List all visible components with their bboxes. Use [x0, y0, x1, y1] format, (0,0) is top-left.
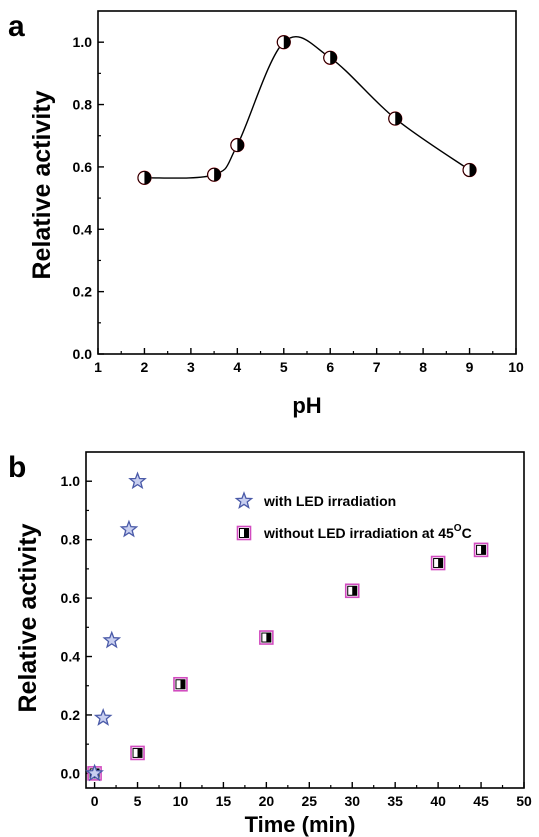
panel-b-star-point — [85, 763, 104, 782]
panel-b-square-point — [173, 676, 188, 692]
panel-b-x-tick-label: 0 — [91, 793, 99, 809]
panel-b-y-axis: 0.0 0.2 0.4 0.6 0.8 1.0 — [61, 473, 92, 781]
panel-a-label: a — [8, 10, 25, 43]
panel-a-data-point — [206, 167, 222, 182]
panel-a-y-tick-label: 0.2 — [73, 284, 93, 300]
panel-b-star-point — [128, 471, 147, 490]
panel-b-square-point — [130, 745, 145, 761]
panel-b-square-point — [259, 630, 274, 645]
panel-b-square-point — [344, 583, 360, 599]
panel-b-x-tick-label: 30 — [344, 793, 360, 809]
panel-a-x-axis: 1 2 3 4 5 6 7 8 9 10 — [94, 348, 524, 375]
panel-b-star-point — [102, 630, 122, 649]
panel-a-data-point — [137, 170, 152, 185]
panel-b-square-point — [473, 542, 489, 558]
panel-b-x-tick-label: 25 — [302, 793, 318, 809]
panel-a-x-tick-label: 2 — [141, 359, 149, 375]
panel-b: b 0 5 10 15 20 25 30 35 40 45 50 0.0 0.2 0.4 0.6 0.8 1.… — [8, 451, 532, 837]
panel-a-y-axis-title: Relative activity — [28, 90, 56, 279]
panel-b-square-point — [430, 555, 446, 571]
panel-b-legend: with LED irradiation without LED irradia… — [234, 491, 472, 541]
panel-b-x-tick-label: 45 — [473, 793, 489, 809]
panel-b-y-tick-label: 0.0 — [61, 765, 81, 781]
panel-b-y-axis-title: Relative activity — [14, 523, 42, 712]
panel-a-y-tick-label: 1.0 — [73, 34, 93, 50]
panel-a-y-tick-label: 0.4 — [73, 221, 93, 237]
panel-a-y-tick-label: 0.6 — [73, 159, 93, 175]
panel-a-data-point — [462, 162, 477, 178]
panel-b-x-tick-label: 15 — [216, 793, 232, 809]
panel-a-fit-curve — [144, 36, 470, 179]
panel-a-x-tick-label: 3 — [187, 359, 195, 375]
panel-b-x-axis-title: Time (min) — [245, 812, 356, 837]
panel-b-x-tick-label: 50 — [516, 793, 532, 809]
panel-a-y-axis: 0.0 0.2 0.4 0.6 0.8 1.0 — [73, 34, 104, 362]
panel-a-data-point — [276, 35, 291, 50]
panel-a-data-point — [230, 137, 245, 153]
legend-label-without-led: without LED irradiation at 45OC — [263, 523, 472, 541]
panel-b-star-point — [93, 708, 113, 726]
panel-b-y-tick-label: 0.2 — [61, 707, 81, 723]
legend-square-symbol — [236, 525, 252, 541]
panel-a-data-point — [388, 111, 403, 126]
legend-label-without-led-main: without LED irradiation at 45 — [263, 525, 454, 541]
panel-b-x-tick-label: 40 — [430, 793, 446, 809]
panel-a-y-tick-label: 0.8 — [73, 97, 93, 113]
panel-a-x-tick-label: 1 — [94, 359, 102, 375]
panel-a-data-points — [137, 35, 477, 185]
panel-a-x-tick-label: 9 — [466, 359, 474, 375]
panel-a-data-point — [323, 50, 338, 65]
legend-marker-square — [236, 525, 252, 541]
panel-a-x-tick-label: 6 — [326, 359, 334, 375]
panel-a-x-tick-label: 10 — [508, 359, 524, 375]
panel-b-y-tick-label: 0.4 — [61, 649, 81, 665]
panel-b-x-axis: 0 5 10 15 20 25 30 35 40 45 50 — [91, 782, 532, 809]
legend-marker-star — [234, 491, 254, 509]
legend-label-without-led-unit: C — [462, 525, 472, 541]
panel-a-x-tick-label: 7 — [373, 359, 381, 375]
legend-star-symbol — [234, 491, 254, 509]
panel-b-star-point — [119, 519, 139, 538]
panel-b-y-tick-label: 1.0 — [61, 473, 81, 489]
panel-a-x-tick-label: 4 — [233, 359, 241, 375]
legend-label-with-led: with LED irradiation — [263, 493, 396, 509]
panel-a-y-tick-label: 0.0 — [73, 346, 93, 362]
panel-a-x-tick-label: 8 — [419, 359, 427, 375]
panel-b-x-tick-label: 10 — [173, 793, 189, 809]
panel-a-plot-frame — [97, 10, 517, 355]
panel-b-x-tick-label: 20 — [259, 793, 275, 809]
panel-b-y-tick-label: 0.6 — [61, 590, 81, 606]
panel-b-data-points — [85, 471, 489, 782]
panel-a-x-axis-title: pH — [292, 393, 321, 418]
panel-b-y-tick-label: 0.8 — [61, 532, 81, 548]
panel-b-x-tick-label: 35 — [387, 793, 403, 809]
panel-b-x-tick-label: 5 — [134, 793, 142, 809]
panel-b-label: b — [8, 451, 26, 484]
panel-a: a 1 2 3 4 5 6 7 8 9 10 0.0 0.2 0.4 0.6 0.8 1.0 pH Rela… — [8, 10, 524, 418]
legend-label-without-led-superscript: O — [454, 523, 462, 534]
panel-b-plot-frame — [85, 451, 525, 789]
panel-a-x-tick-label: 5 — [280, 359, 288, 375]
